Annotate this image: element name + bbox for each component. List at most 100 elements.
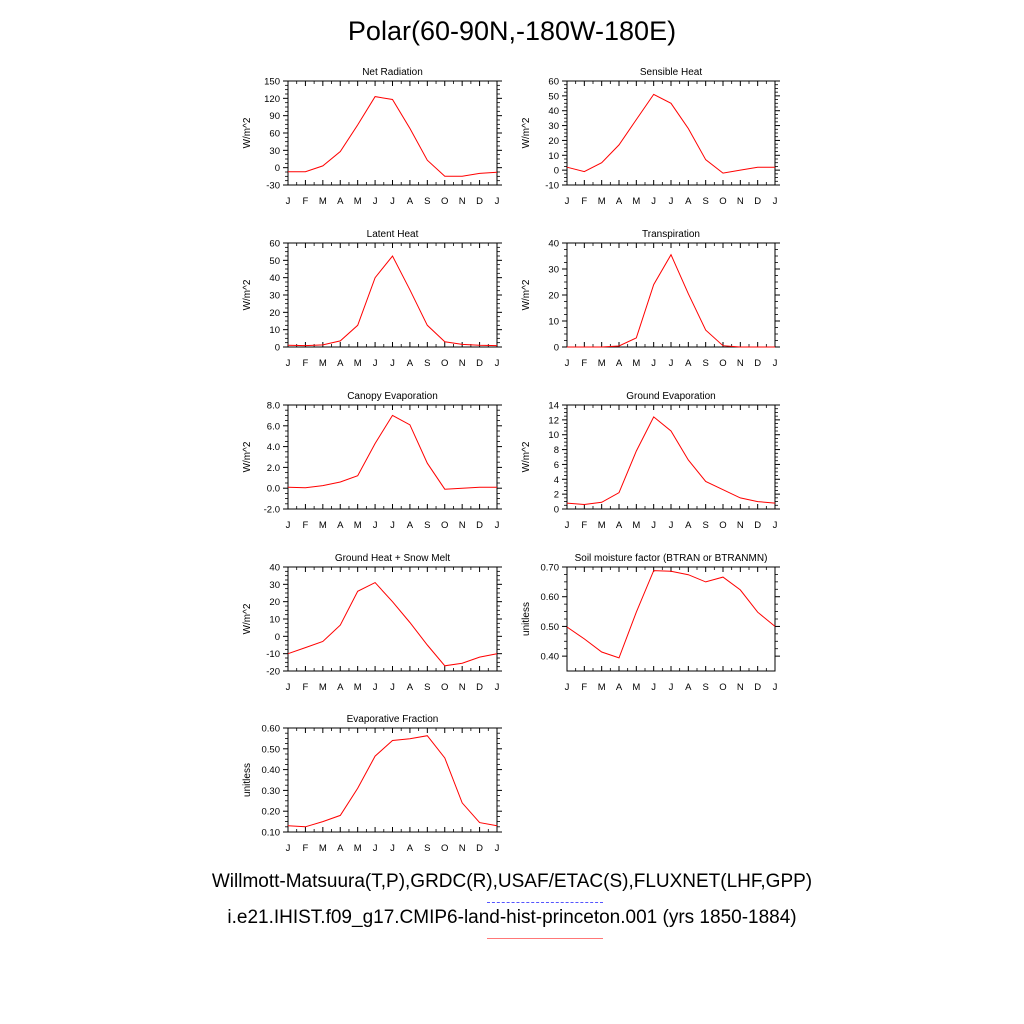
x-tick-label: J	[373, 843, 378, 854]
y-tick-label: 40	[548, 106, 559, 117]
x-tick-label: N	[459, 358, 466, 369]
y-tick-label: 0	[275, 632, 280, 643]
legend-model-swatch	[487, 938, 603, 939]
x-tick-label: J	[495, 682, 500, 693]
series-line	[567, 253, 775, 348]
x-tick-label: M	[319, 843, 327, 854]
x-tick-label: N	[737, 196, 744, 207]
y-tick-label: 0	[554, 505, 559, 516]
x-tick-label: J	[669, 520, 674, 531]
y-tick-label: 20	[548, 136, 559, 147]
y-axis-label: W/m^2	[521, 279, 532, 310]
y-axis-label: unitless	[521, 602, 532, 636]
x-tick-label: A	[407, 682, 414, 693]
y-tick-label: 50	[548, 91, 559, 102]
x-tick-label: A	[685, 682, 692, 693]
y-tick-label: 4	[554, 475, 559, 486]
x-tick-label: F	[303, 358, 309, 369]
y-axis-label: unitless	[242, 763, 253, 797]
x-tick-label: A	[337, 196, 344, 207]
x-tick-label: M	[319, 196, 327, 207]
plot-frame	[566, 566, 776, 672]
y-tick-label: 2	[554, 490, 559, 501]
x-tick-label: F	[581, 682, 587, 693]
x-tick-label: M	[632, 520, 640, 531]
y-tick-label: 0	[554, 343, 559, 354]
x-tick-label: N	[737, 520, 744, 531]
y-tick-label: 0.50	[541, 622, 560, 633]
x-tick-label: N	[459, 843, 466, 854]
x-tick-label: M	[598, 196, 606, 207]
plot-frame	[566, 404, 776, 510]
x-tick-label: J	[773, 358, 778, 369]
x-tick-label: N	[459, 520, 466, 531]
x-tick-label: J	[390, 682, 395, 693]
x-tick-label: J	[495, 520, 500, 531]
x-tick-label: J	[565, 196, 570, 207]
x-tick-label: D	[754, 520, 761, 531]
x-tick-label: N	[737, 682, 744, 693]
y-tick-label: 6	[554, 460, 559, 471]
series-line	[566, 416, 776, 506]
x-tick-label: J	[495, 196, 500, 207]
y-tick-label: 6.0	[267, 421, 280, 432]
y-tick-label: 20	[548, 291, 559, 302]
x-tick-label: J	[651, 358, 656, 369]
y-tick-label: 4.0	[267, 442, 280, 453]
x-tick-label: A	[337, 520, 344, 531]
y-axis-label: W/m^2	[521, 117, 532, 148]
x-tick-label: J	[565, 682, 570, 693]
x-tick-label: D	[476, 358, 483, 369]
x-tick-label: A	[337, 843, 344, 854]
y-tick-label: 10	[548, 151, 559, 162]
y-tick-label: 0	[554, 166, 559, 177]
x-tick-label: J	[495, 843, 500, 854]
x-tick-label: S	[702, 682, 708, 693]
x-tick-label: D	[476, 196, 483, 207]
y-tick-label: 30	[548, 121, 559, 132]
x-tick-label: F	[303, 520, 309, 531]
x-tick-label: S	[424, 682, 430, 693]
x-tick-label: F	[303, 843, 309, 854]
x-tick-label: A	[407, 358, 414, 369]
x-tick-label: M	[632, 196, 640, 207]
x-tick-label: J	[669, 196, 674, 207]
x-tick-label: J	[773, 196, 778, 207]
x-tick-label: J	[286, 520, 291, 531]
chart-title: Sensible Heat	[640, 67, 702, 78]
series-line	[287, 735, 498, 828]
y-axis-label: W/m^2	[242, 441, 253, 472]
y-axis-label: W/m^2	[242, 117, 253, 148]
x-tick-label: M	[598, 520, 606, 531]
y-tick-label: -2.0	[264, 505, 280, 516]
series-line	[287, 255, 498, 347]
x-tick-label: M	[319, 358, 327, 369]
y-tick-label: 60	[269, 239, 280, 250]
x-tick-label: M	[598, 358, 606, 369]
x-tick-label: O	[441, 358, 448, 369]
x-tick-label: J	[286, 682, 291, 693]
y-tick-label: 12	[548, 415, 559, 426]
y-tick-label: 0.40	[541, 652, 560, 663]
y-tick-label: 150	[264, 77, 280, 88]
y-axis-label: W/m^2	[242, 603, 253, 634]
y-tick-label: 20	[269, 308, 280, 319]
x-tick-label: J	[390, 358, 395, 369]
x-tick-label: J	[373, 196, 378, 207]
x-tick-label: J	[669, 682, 674, 693]
chart-title: Evaporative Fraction	[347, 714, 439, 725]
series-line	[287, 581, 498, 667]
x-tick-label: D	[476, 520, 483, 531]
x-tick-label: S	[702, 520, 708, 531]
legend-obs-label: Willmott-Matsuura(T,P),GRDC(R),USAF/ETAC…	[211, 871, 813, 892]
x-tick-label: M	[319, 682, 327, 693]
plot-frame	[287, 80, 498, 186]
x-tick-label: A	[407, 520, 414, 531]
x-tick-label: S	[702, 358, 708, 369]
x-tick-label: M	[354, 358, 362, 369]
x-tick-label: A	[616, 358, 623, 369]
chart-title: Transpiration	[642, 229, 700, 240]
y-tick-label: 0.10	[262, 828, 281, 839]
